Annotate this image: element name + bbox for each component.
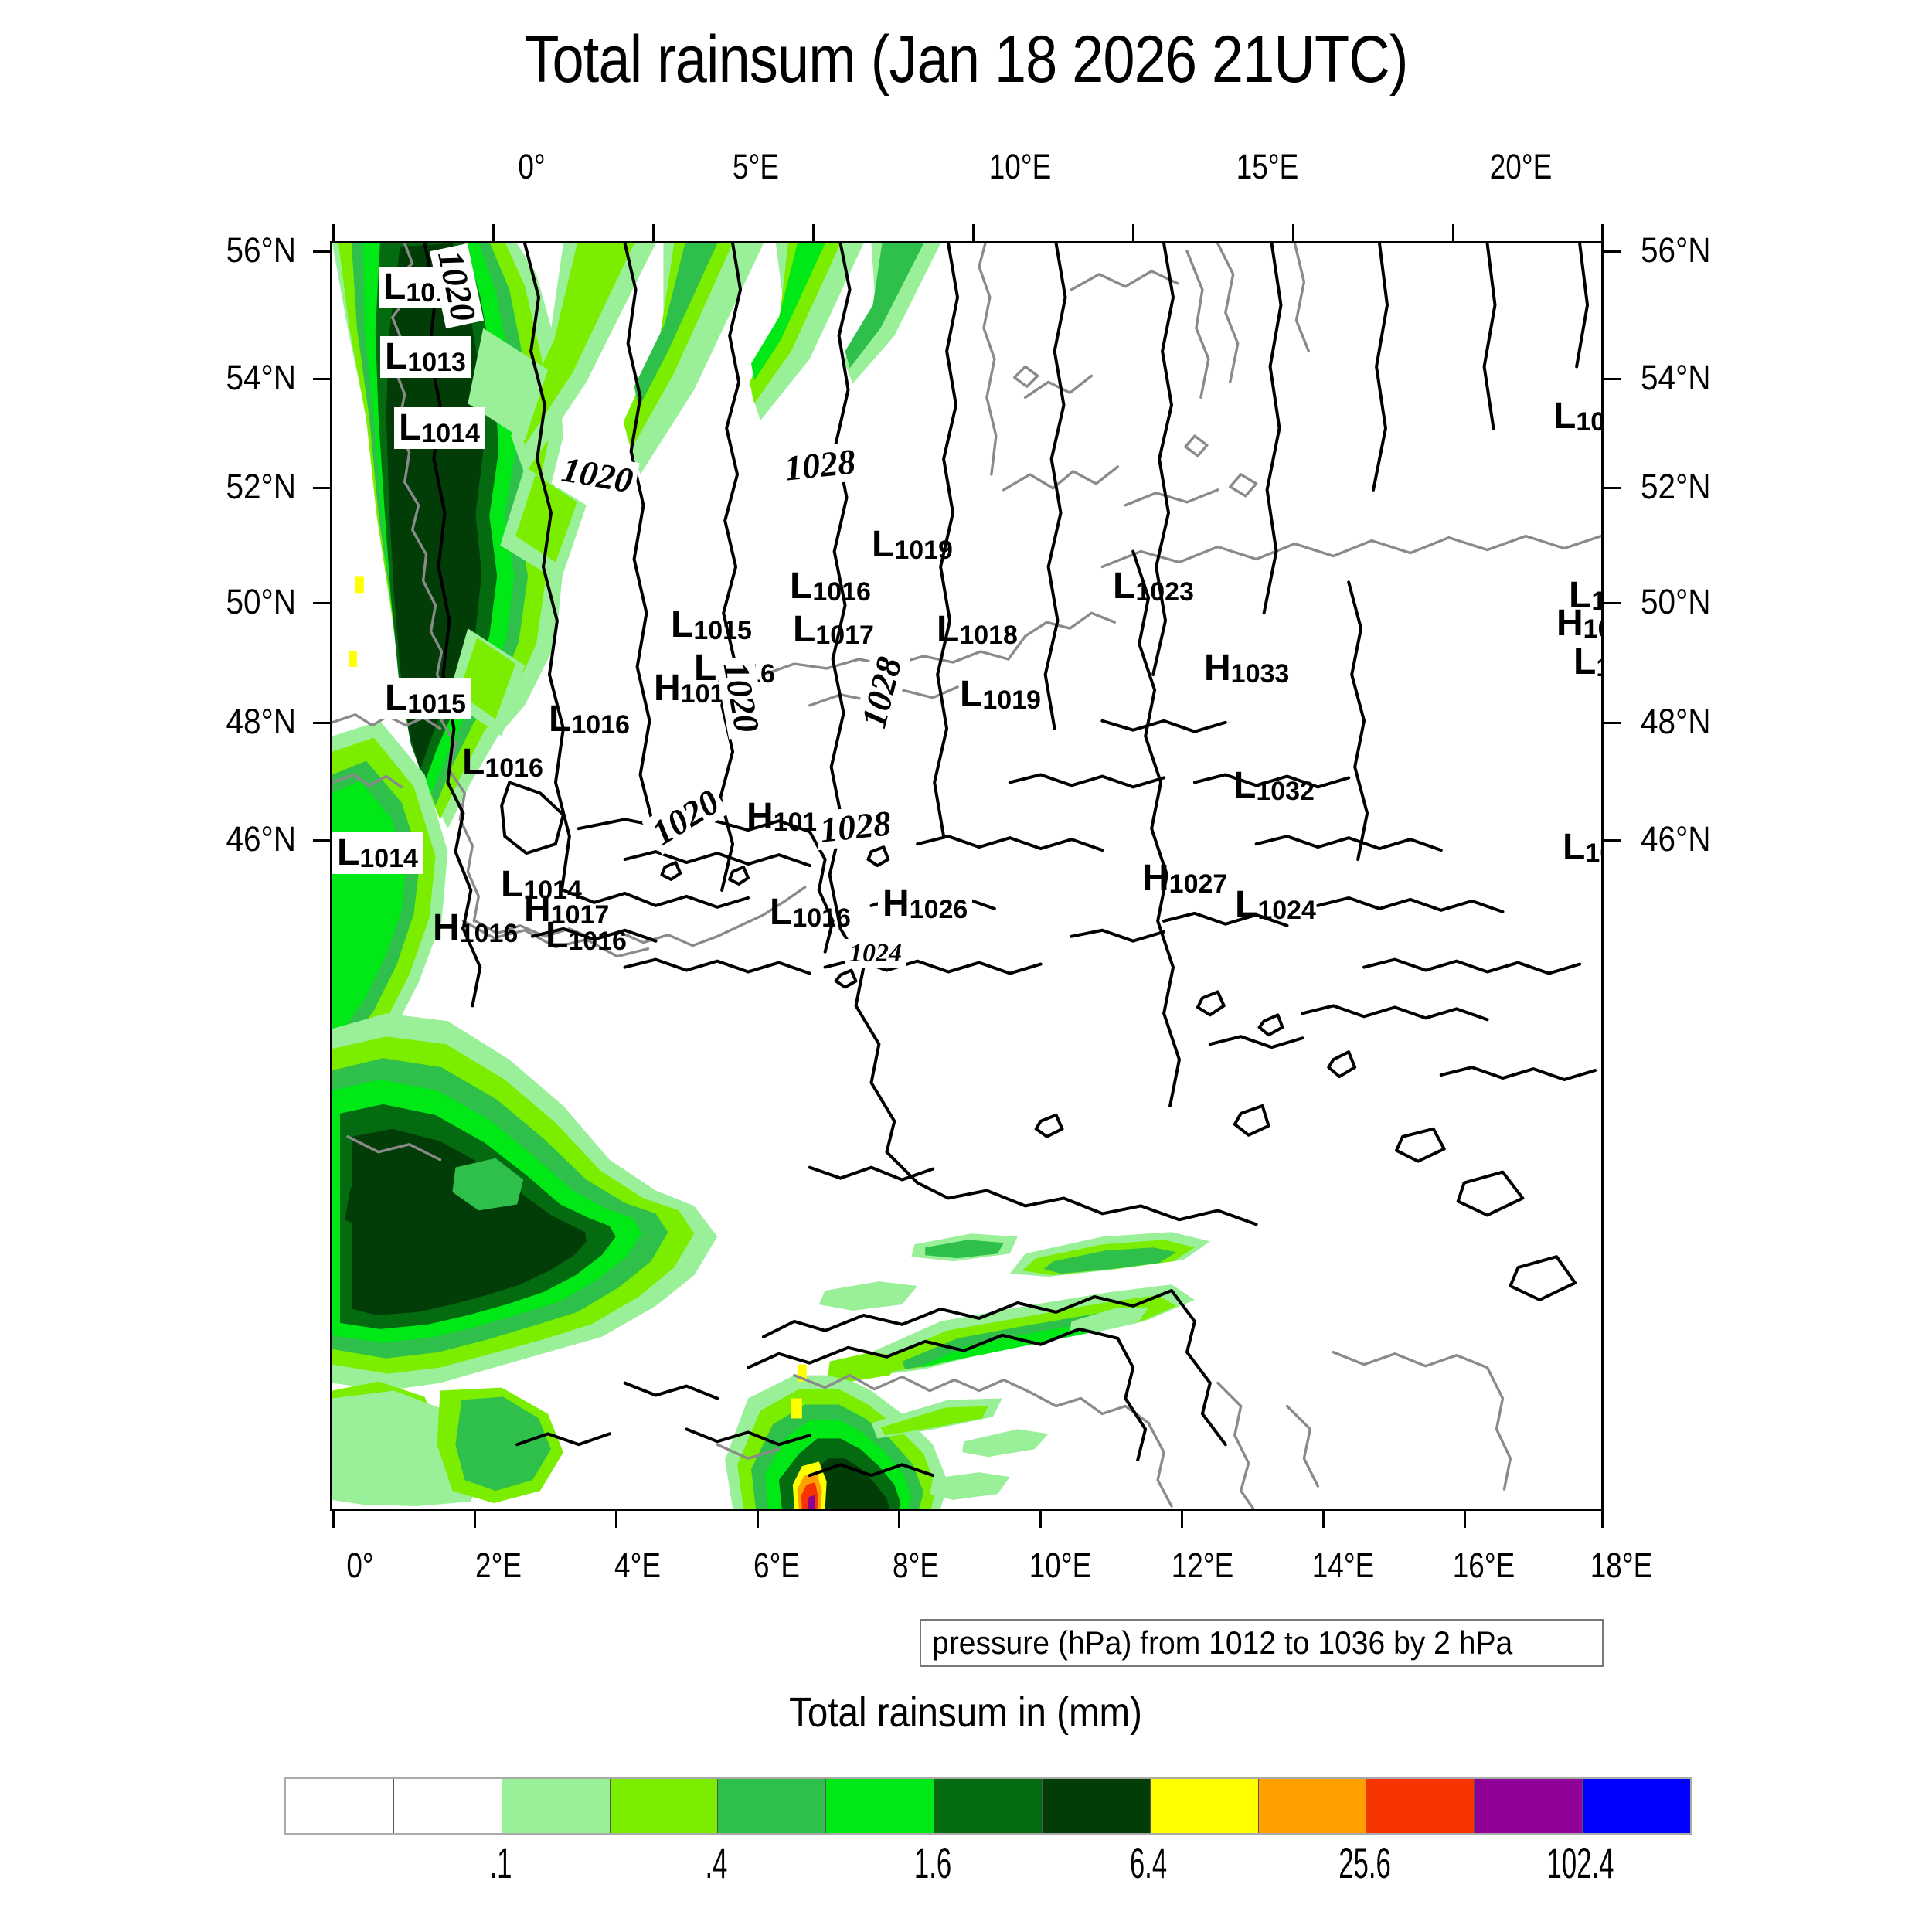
- pressure-center-L-1023: L1023: [1113, 566, 1194, 607]
- colorbar-tick-label: .4: [705, 1838, 728, 1887]
- lon-bottom-label: 14°E: [1311, 1546, 1375, 1585]
- colorbar: [284, 1777, 1692, 1835]
- lon-top-label: 0°: [518, 147, 546, 186]
- pressure-center-L-1014-c: L1014: [501, 864, 582, 905]
- lon-top-label: 15°E: [1236, 147, 1299, 186]
- colorbar-swatch-2: [501, 1779, 610, 1833]
- lat-right-label: 46°N: [1641, 819, 1711, 859]
- pressure-center-L-1032: L1032: [1233, 765, 1315, 806]
- lat-left-label: 54°N: [226, 358, 296, 397]
- pressure-center-L-1024: L1024: [1235, 884, 1316, 925]
- pressure-center-L-1019-b: L1019: [960, 674, 1041, 715]
- colorbar-tick-label: .1: [489, 1838, 512, 1887]
- pressure-center-H-1017-b: H1017: [524, 889, 610, 930]
- pressure-center-L-1015-a: L1015: [380, 678, 471, 719]
- colorbar-caption: Total rainsum in (mm): [0, 1689, 1932, 1736]
- pressure-center-L-1013-b: L1013: [380, 336, 471, 378]
- lon-bottom-label: 12°E: [1171, 1546, 1234, 1585]
- colorbar-tick-label: 6.4: [1130, 1838, 1168, 1887]
- pressure-center-H-1027: H1027: [1142, 858, 1228, 899]
- lon-bottom-label: 10°E: [1029, 1546, 1092, 1585]
- pressure-center-L-1016-b: L1016: [462, 742, 543, 783]
- pressure-center-L-1017: L1017: [793, 609, 874, 650]
- colorbar-swatch-3: [609, 1779, 718, 1833]
- contour-label-1024: 1024: [845, 939, 906, 968]
- colorbar-swatch-12: [1582, 1779, 1690, 1833]
- page-title: Total rainsum (Jan 18 2026 21UTC): [524, 22, 1408, 97]
- lon-bottom-label: 18°E: [1590, 1546, 1653, 1585]
- lon-bottom-label: 0°: [346, 1546, 374, 1585]
- lat-right-label: 56°N: [1641, 230, 1711, 270]
- colorbar-swatch-5: [825, 1779, 934, 1833]
- lon-bottom-label: 8°E: [893, 1546, 939, 1585]
- pressure-center-L-1014-a: L1014: [394, 407, 485, 449]
- colorbar-swatch-11: [1474, 1779, 1583, 1833]
- pressure-center-H-1026: H1026: [878, 883, 973, 925]
- contour-label-1028-a: 1028: [778, 441, 862, 489]
- pressure-center-L-1016-f: L1016: [770, 892, 851, 933]
- lon-bottom-label: 16°E: [1452, 1546, 1515, 1585]
- pressure-legend-box: pressure (hPa) from 1012 to 1036 by 2 hP…: [920, 1619, 1604, 1667]
- lat-right-label: 50°N: [1641, 582, 1711, 621]
- lon-bottom-label: 4°E: [614, 1546, 661, 1585]
- lon-top-label: 10°E: [988, 147, 1052, 186]
- colorbar-tick-labels: .1 .4 1.6 6.4 25.6 102.4: [0, 1838, 1932, 1900]
- lat-left-label: 52°N: [226, 467, 296, 506]
- pressure-center-L-1014-b: L1014: [332, 832, 423, 874]
- pressure-center-L-1019-a: L1019: [872, 524, 953, 565]
- colorbar-tick-label: 25.6: [1338, 1838, 1391, 1887]
- map-plot-area: L1013 L1013 L1014 L1015 L1016 L1016 L101…: [330, 241, 1604, 1511]
- lon-top-label: 20°E: [1489, 147, 1553, 186]
- lat-right-label: 48°N: [1641, 702, 1711, 741]
- lat-left-label: 46°N: [226, 819, 296, 859]
- colorbar-swatch-1: [393, 1779, 502, 1833]
- colorbar-swatch-10: [1366, 1779, 1475, 1833]
- pressure-center-L-1018: L1018: [937, 609, 1018, 650]
- colorbar-caption-text: Total rainsum in (mm): [789, 1689, 1143, 1736]
- pressure-center-L-1030-edge-b: L1: [1569, 575, 1601, 616]
- pressure-center-L-1030-edge-c: L1: [1573, 641, 1601, 682]
- colorbar-swatch-0: [286, 1779, 393, 1833]
- pressure-center-H-1016: H1016: [433, 907, 519, 948]
- pressure-center-L-1030-edge-d: L103: [1563, 827, 1601, 868]
- pressure-center-H-1030-edge: H10: [1556, 603, 1601, 644]
- colorbar-swatch-4: [717, 1779, 826, 1833]
- contour-label-1028-c: 1028: [814, 803, 897, 851]
- colorbar-swatch-6: [934, 1779, 1042, 1833]
- pressure-center-L-1016-d: L1016: [790, 566, 871, 607]
- precipitation-shading: [332, 243, 1210, 1509]
- lon-top-label: 5°E: [733, 147, 779, 186]
- lat-left-label: 56°N: [226, 230, 296, 270]
- pressure-center-L-1016-a: L1016: [549, 699, 630, 740]
- colorbar-tick-label: 1.6: [913, 1838, 951, 1887]
- lat-left-label: 48°N: [226, 702, 296, 741]
- pressure-center-H-1033: H1033: [1204, 648, 1290, 689]
- colorbar-tick-label: 102.4: [1546, 1838, 1614, 1887]
- lat-right-label: 54°N: [1641, 358, 1711, 397]
- lon-bottom-label: 6°E: [753, 1546, 800, 1585]
- colorbar-swatch-8: [1149, 1779, 1258, 1833]
- pressure-center-L-1030-edge-a: L10: [1553, 396, 1604, 437]
- pressure-center-L-1016-e: L1016: [546, 915, 627, 956]
- lon-bottom-label: 2°E: [475, 1546, 522, 1585]
- colorbar-swatch-9: [1257, 1779, 1366, 1833]
- lat-right-label: 52°N: [1641, 467, 1711, 506]
- pressure-legend-text: pressure (hPa) from 1012 to 1036 by 2 hP…: [932, 1624, 1513, 1661]
- pressure-center-L-1015-b: L1015: [671, 604, 752, 645]
- colorbar-swatch-7: [1041, 1779, 1150, 1833]
- lat-left-label: 50°N: [226, 582, 296, 621]
